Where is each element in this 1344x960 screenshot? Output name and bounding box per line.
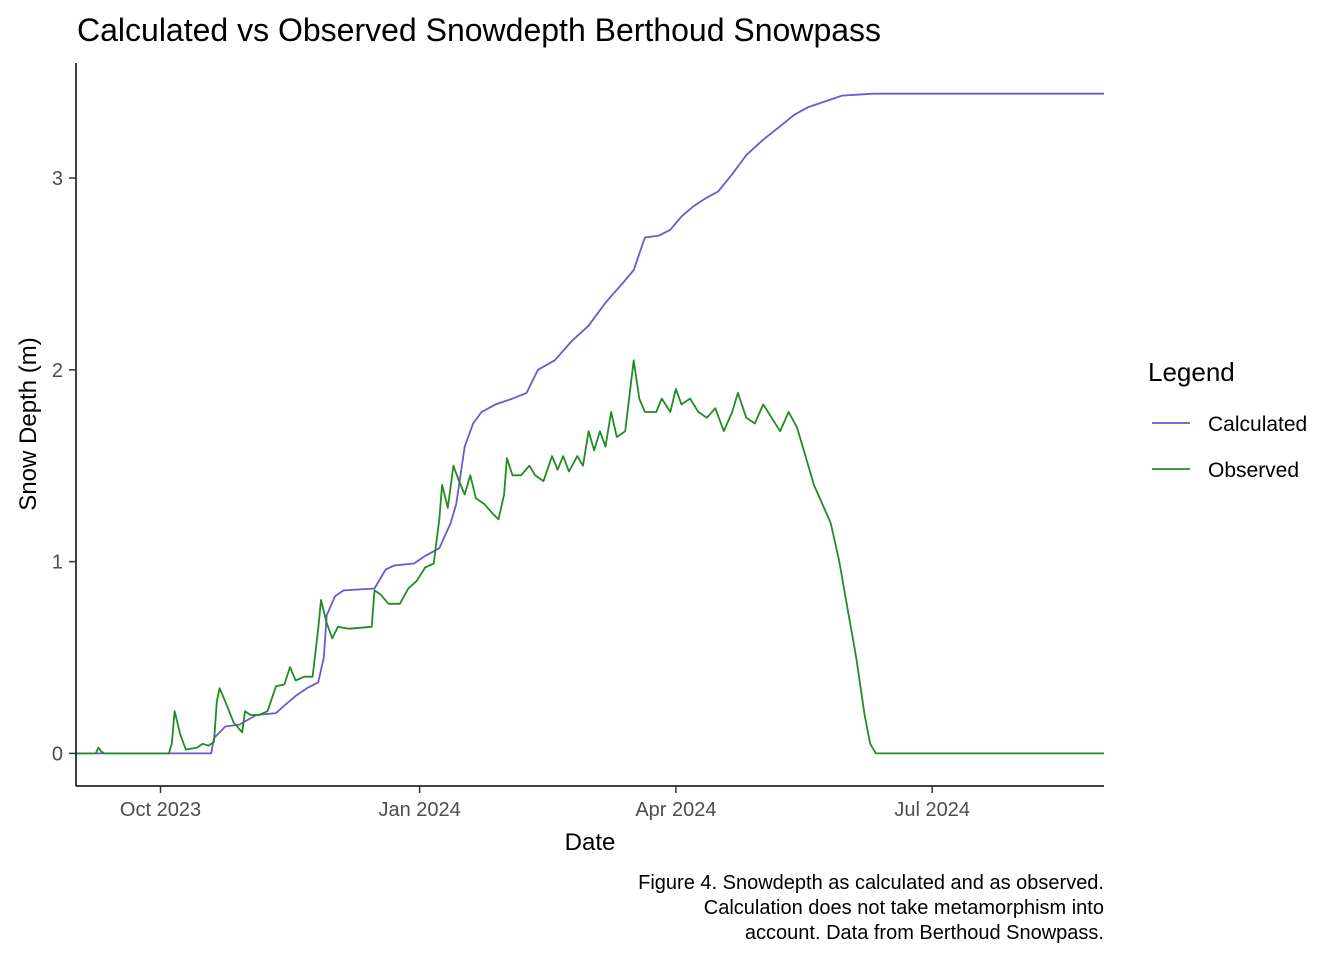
series-line-observed (76, 359, 1104, 755)
series-line-calculated (76, 92, 1104, 755)
plot-lines (76, 92, 1104, 755)
caption-line: Calculation does not take metamorphism i… (703, 897, 1104, 919)
y-tick-label: 0 (52, 743, 63, 765)
legend-label-observed: Observed (1208, 459, 1299, 482)
caption-line: account. Data from Berthoud Snowpass. (744, 922, 1104, 944)
x-axis-ticks: Oct 2023 Jan 2024 Apr 2024 Jul 2024 (120, 786, 970, 821)
y-axis-ticks: 0 1 2 3 (52, 168, 76, 765)
y-tick-label: 2 (52, 360, 63, 382)
x-tick-label: Jan 2024 (378, 799, 460, 821)
x-axis-title: Date (565, 829, 616, 856)
legend-title: Legend (1148, 357, 1235, 387)
x-tick-label: Oct 2023 (120, 799, 201, 821)
figure-caption: Figure 4. Snowdepth as calculated and as… (638, 871, 1104, 946)
caption-line: Figure 4. Snowdepth as calculated and as… (638, 872, 1104, 894)
legend-label-calculated: Calculated (1208, 413, 1307, 436)
y-tick-label: 3 (52, 168, 63, 190)
y-tick-label: 1 (52, 552, 63, 574)
legend: Legend Calculated Observed (1148, 357, 1307, 482)
x-tick-label: Jul 2024 (894, 799, 970, 821)
chart-title: Calculated vs Observed Snowdepth Berthou… (77, 12, 881, 48)
y-axis-title: Snow Depth (m) (15, 337, 42, 510)
x-tick-label: Apr 2024 (635, 799, 716, 821)
